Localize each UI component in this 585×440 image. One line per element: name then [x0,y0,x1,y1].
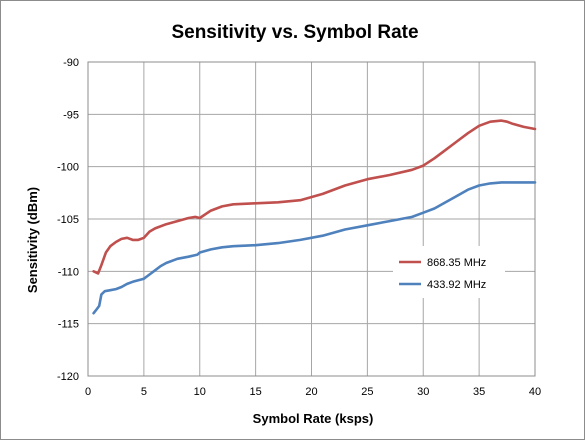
x-tick-label: 40 [529,386,541,398]
x-tick-label: 35 [473,386,485,398]
legend-entry: 868.35 MHz [427,257,486,269]
x-tick-label: 30 [417,386,429,398]
tick-labels: 0 5 10 15 20 25 30 35 40 -90 -95 -100 -105 -110 -115 -1… [57,57,541,398]
legend-box [393,246,505,298]
y-tick-label: -115 [58,319,79,331]
y-tick-label: -120 [57,371,79,383]
legend-entry: 433.92 MHz [427,279,486,291]
chart-title: Sensitivity vs. Symbol Rate [171,22,418,43]
y-tick-label: -100 [57,162,79,174]
y-axis-label: Sensitivity (dBm) [25,187,40,293]
x-tick-label: 0 [85,386,91,398]
series-line-868-mhz [92,119,537,275]
y-tick-label: -105 [57,214,79,226]
series-line-433-mhz [92,181,537,315]
series-layer [92,119,537,315]
x-axis-label: Symbol Rate (ksps) [253,411,374,426]
y-tick-label: -95 [63,109,79,121]
x-tick-label: 15 [250,386,262,398]
legend: 868.35 MHz 433.92 MHz [393,246,505,298]
x-tick-label: 20 [305,386,317,398]
x-tick-label: 25 [361,386,373,398]
x-tick-label: 10 [194,386,206,398]
y-tick-label: -90 [63,57,79,69]
x-tick-label: 5 [141,386,147,398]
y-tick-label: -110 [58,266,79,278]
plot-area-frame [87,61,536,377]
